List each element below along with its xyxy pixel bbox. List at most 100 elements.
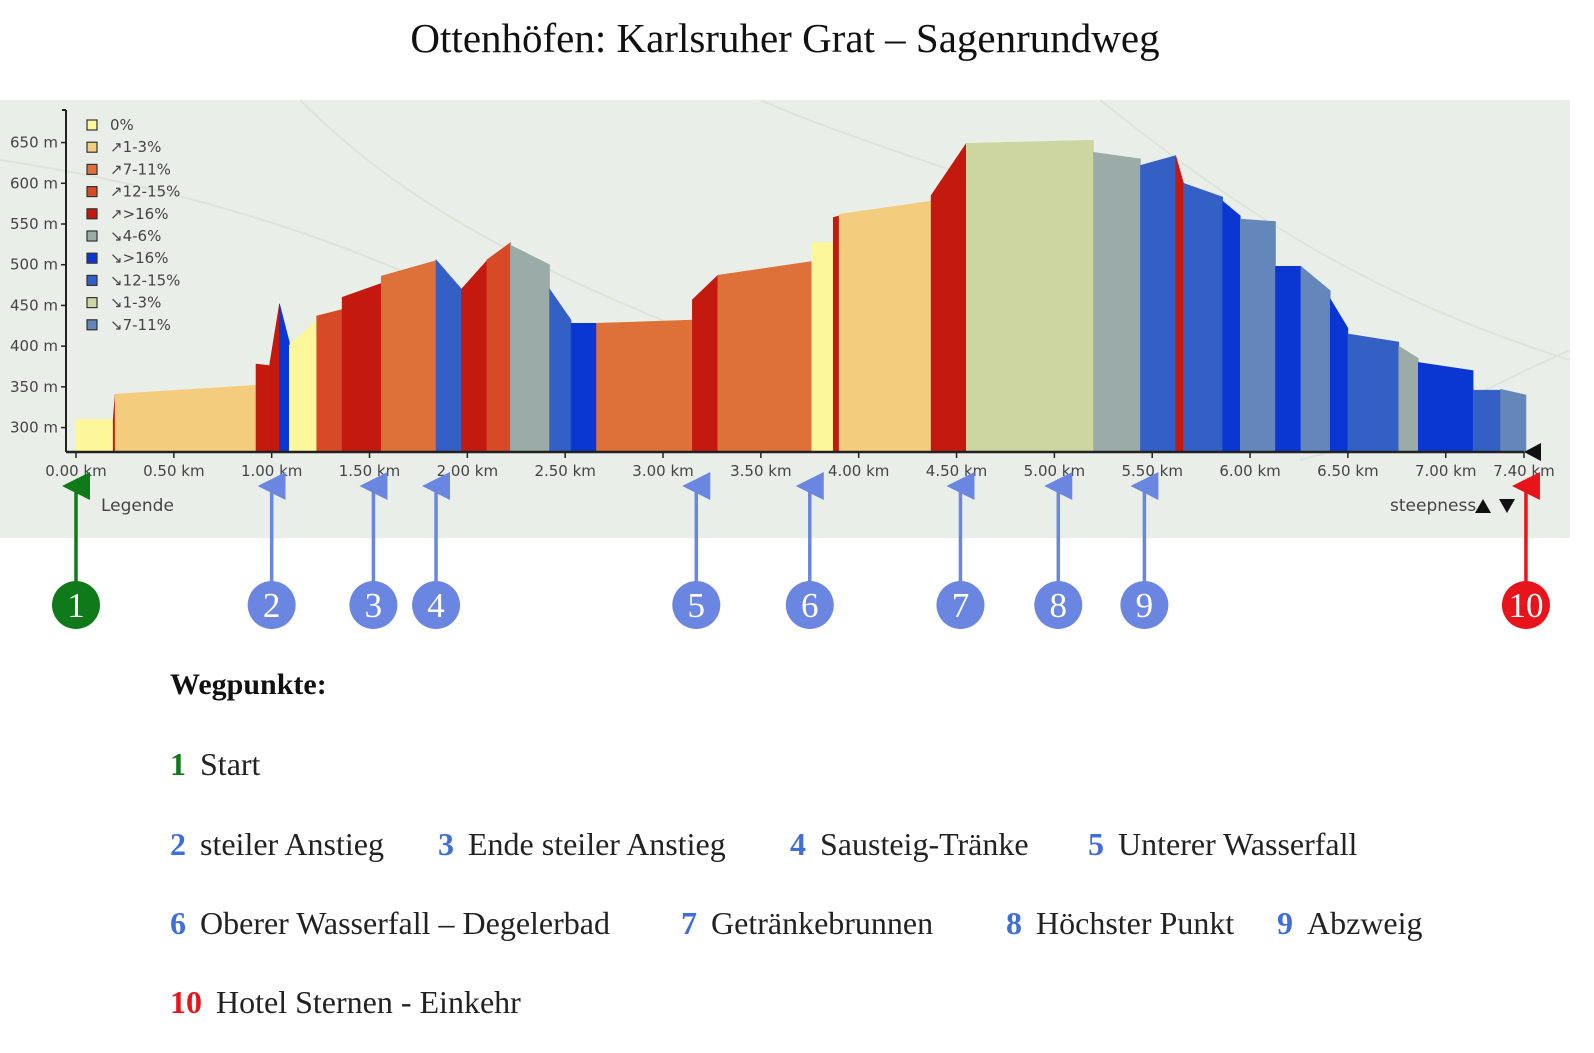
waypoint-label: Hotel Sternen - Einkehr <box>216 984 521 1020</box>
y-tick-label: 300 m <box>10 419 58 437</box>
legend-label: ↘7-11% <box>110 316 171 334</box>
marker-circle <box>1120 581 1169 629</box>
legend-label: ↘12-15% <box>110 271 180 289</box>
marker-circle <box>672 581 721 629</box>
waypoint-label: Höchster Punkt <box>1036 905 1235 941</box>
legend-label: ↘>16% <box>110 249 168 267</box>
end-flag-icon <box>1524 443 1541 461</box>
x-tick-label: 4.00 km <box>828 462 889 480</box>
legend-swatch <box>86 230 98 242</box>
waypoint-item: 3 Ende steiler Anstieg <box>438 826 726 863</box>
waypoint-number: 5 <box>1088 826 1104 862</box>
marker-number: 4 <box>427 586 445 625</box>
legend-label: ↗12-15% <box>110 183 180 201</box>
legend-swatch <box>86 297 98 309</box>
waypoint-number: 4 <box>790 826 806 862</box>
waypoint-label: Getränkebrunnen <box>711 905 934 941</box>
marker-number: 5 <box>688 586 706 625</box>
y-tick-label: 350 m <box>10 378 58 396</box>
waypoint-heading: Wegpunkte: <box>170 668 327 701</box>
y-tick-label: 600 m <box>10 174 58 192</box>
steepness-sort-label[interactable]: steepness <box>1390 496 1476 516</box>
x-tick-label: 3.50 km <box>730 462 791 480</box>
elevation-segments <box>75 139 1527 453</box>
waypoint-label: steiler Anstieg <box>200 826 384 862</box>
y-tick-label: 550 m <box>10 215 58 233</box>
marker-number: 1 <box>67 586 85 625</box>
waypoint-item: 1 Start <box>170 746 260 783</box>
waypoint-label: Ende steiler Anstieg <box>468 826 726 862</box>
waypoint-number: 2 <box>170 826 186 862</box>
waypoint-number: 8 <box>1006 905 1022 941</box>
legend-swatch <box>86 274 98 286</box>
x-tick-label: 0.50 km <box>143 462 204 480</box>
waypoint-number: 10 <box>170 984 202 1020</box>
waypoint-number: 7 <box>681 905 697 941</box>
x-tick-label: 7.00 km <box>1415 462 1476 480</box>
legend-title[interactable]: Legende <box>101 496 174 516</box>
waypoint-item: 10 Hotel Sternen - Einkehr <box>170 984 521 1021</box>
legend-swatch <box>86 141 98 153</box>
marker-circle <box>52 581 100 629</box>
marker-circle <box>247 581 296 629</box>
y-tick-label: 450 m <box>10 296 58 314</box>
x-tick-label: 6.50 km <box>1317 462 1378 480</box>
marker-circle <box>1034 581 1083 629</box>
legend-swatch <box>86 119 98 131</box>
legend-swatch <box>86 163 98 176</box>
legend-label: ↗1-3% <box>110 138 161 156</box>
waypoint-label: Oberer Wasserfall – Degelerbad <box>200 905 610 941</box>
legend-label: ↘4-6% <box>110 227 161 245</box>
waypoint-markers: 1 2 3 4 5 6 7 8 9 10 <box>52 472 1550 629</box>
waypoint-label: Start <box>200 746 261 782</box>
marker-number: 10 <box>1508 586 1543 625</box>
legend-swatch <box>86 252 98 264</box>
y-tick-label: 400 m <box>10 337 58 355</box>
marker-number: 7 <box>952 586 970 625</box>
marker-number: 3 <box>365 586 383 625</box>
legend-label: ↘1-3% <box>110 294 161 312</box>
legend-swatch <box>86 185 98 198</box>
marker-number: 8 <box>1050 586 1068 625</box>
chart-legend: 0% ↗1-3% ↗7-11% ↗12-15% ↗>16% ↘4-6% ↘>16% ↘12-1… <box>86 116 180 334</box>
marker-number: 2 <box>263 586 281 625</box>
legend-swatch <box>86 319 98 331</box>
marker-circle <box>1501 581 1550 629</box>
waypoint-label: Unterer Wasserfall <box>1118 826 1358 862</box>
legend-swatch <box>86 208 98 220</box>
x-tick-label: 6.00 km <box>1219 462 1280 480</box>
waypoint-item: 7 Getränkebrunnen <box>681 905 933 942</box>
marker-circle <box>412 581 461 629</box>
waypoint-item: 9 Abzweig <box>1277 905 1423 942</box>
x-tick-label: 0.00 km <box>45 462 106 480</box>
waypoint-number: 1 <box>170 746 186 782</box>
marker-circle <box>349 581 398 629</box>
y-tick-label: 650 m <box>10 134 58 152</box>
legend-label: ↗7-11% <box>110 160 171 178</box>
x-tick-label: 3.00 km <box>632 462 693 480</box>
waypoint-item: 8 Höchster Punkt <box>1006 905 1234 942</box>
waypoint-item: 2 steiler Anstieg <box>170 826 384 863</box>
waypoint-item: 5 Unterer Wasserfall <box>1088 826 1357 863</box>
waypoint-number: 9 <box>1277 905 1293 941</box>
marker-number: 6 <box>801 586 819 625</box>
elevation-profile-chart: 300 m 350 m 400 m 450 m 500 m 550 m 600 m 650 m… <box>0 100 1570 538</box>
x-tick-label: 2.00 km <box>437 462 498 480</box>
waypoint-item: 6 Oberer Wasserfall – Degelerbad <box>170 905 610 942</box>
x-tick-label: 2.50 km <box>534 462 595 480</box>
waypoint-label: Abzweig <box>1307 905 1423 941</box>
legend-label: 0% <box>110 116 134 134</box>
waypoint-label: Sausteig-Tränke <box>820 826 1029 862</box>
legend-label: ↗>16% <box>110 205 168 223</box>
sort-down-icon[interactable] <box>1499 499 1515 513</box>
waypoint-number: 3 <box>438 826 454 862</box>
sort-up-icon[interactable] <box>1475 499 1491 513</box>
marker-circle <box>936 581 985 629</box>
x-tick-label: 1.00 km <box>241 462 302 480</box>
marker-number: 9 <box>1136 586 1154 625</box>
waypoint-item: 4 Sausteig-Tränke <box>790 826 1029 863</box>
marker-circle <box>785 581 834 629</box>
waypoint-number: 6 <box>170 905 186 941</box>
y-tick-label: 500 m <box>10 256 58 274</box>
page-title: Ottenhöfen: Karlsruher Grat – Sagenrundw… <box>410 15 1160 61</box>
